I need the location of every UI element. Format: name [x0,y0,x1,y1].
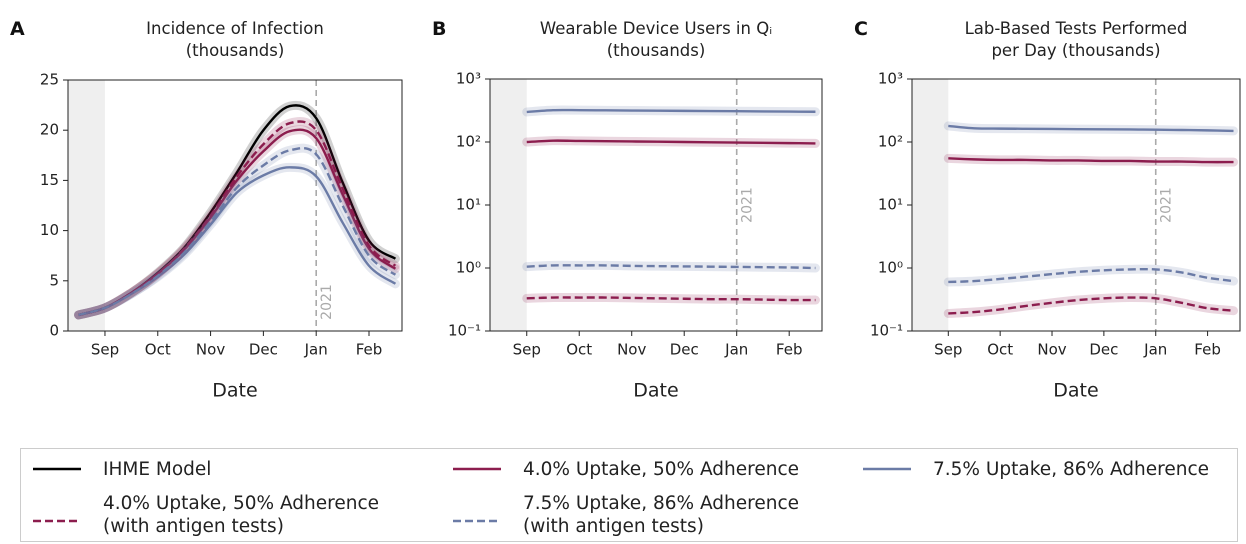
chart-title: Lab-Based Tests Performed per Day (thous… [964,19,1188,60]
legend-swatch [33,520,81,523]
annotation: 2021 [1159,187,1175,223]
x-tick-label: Jan [1143,341,1167,359]
y-tick-label: 10⁰ [456,259,481,277]
panel: 10⁻¹ 10⁰ 10¹ 10² 10³ Sep Oct Nov Dec Jan Feb 2021 Da… [870,70,1241,402]
panel-label: A [10,18,25,40]
x-tick-label: Oct [566,341,592,359]
legend-entry: 7.5% Uptake, 86% Adherence [859,455,1237,484]
legend-entry: IHME Model [29,455,449,484]
legend-swatch [863,468,911,471]
series-line [526,296,816,302]
series-line [78,146,397,317]
x-tick-label: Feb [776,341,803,359]
series-line [78,166,397,317]
y-tick-label: 10³ [456,70,481,88]
x-tick-label: Jan [304,341,328,359]
x-tick-label: Oct [987,341,1013,359]
x-axis-label: Date [212,380,257,402]
series-line [526,139,816,145]
x-tick-label: Sep [91,341,119,359]
y-tick-label: 10² [456,133,481,151]
annotation: 2021 [319,284,335,320]
y-tick-label: 10 [40,221,59,239]
legend-label: 4.0% Uptake, 50% Adherence (with antigen… [103,493,379,538]
y-tick-label: 10⁻¹ [448,322,481,340]
series-line [948,267,1234,284]
legend-label: 7.5% Uptake, 86% Adherence (with antigen… [523,493,799,538]
series-line [78,120,397,317]
x-tick-label: Sep [934,341,962,359]
annotation: 2021 [740,187,756,223]
y-tick-label: 10⁻¹ [870,322,903,340]
legend-label: 4.0% Uptake, 50% Adherence [523,458,799,480]
x-tick-label: Dec [670,341,699,359]
x-tick-label: Dec [1089,341,1118,359]
panel-label: B [432,18,447,40]
plot-frame [489,78,823,332]
x-tick-label: Nov [196,341,225,359]
y-tick-label: 10² [878,133,903,151]
y-tick-label: 15 [40,171,59,189]
series-line [948,157,1234,164]
x-tick-label: Nov [617,341,646,359]
legend-entry: 7.5% Uptake, 86% Adherence (with antigen… [449,490,859,542]
chart-title: Incidence of Infection (thousands) [146,19,324,60]
panel: 10⁻¹ 10⁰ 10¹ 10² 10³ Sep Oct Nov Dec Jan Feb 2021 Da… [448,70,823,402]
plot-frame [911,78,1241,332]
shaded-region [490,79,527,331]
x-tick-label: Sep [513,341,541,359]
series-line [948,124,1234,133]
x-axis-label: Date [633,380,678,402]
y-tick-label: 25 [40,71,59,89]
chart-title: Wearable Device Users in Qᵢ (thousands) [539,19,773,60]
series-line [526,108,816,114]
series-line [526,264,816,270]
panel: 0 5 10 15 20 25 Sep Oct Nov Dec Jan Feb 2021 Date [40,71,403,402]
legend-entry: 4.0% Uptake, 50% Adherence [449,455,859,484]
y-tick-label: 10⁰ [878,259,903,277]
shaded-region [912,79,949,331]
legend-entry: 4.0% Uptake, 50% Adherence (with antigen… [29,490,449,542]
x-tick-label: Oct [145,341,171,359]
y-tick-label: 5 [49,271,59,289]
x-tick-label: Nov [1037,341,1066,359]
legend: IHME Model 4.0% Uptake, 50% Adherence 7.5%… [20,448,1238,542]
series-line [948,296,1234,315]
legend-label: 7.5% Uptake, 86% Adherence [933,458,1209,480]
legend-swatch [453,520,501,523]
x-tick-label: Dec [249,341,278,359]
x-tick-label: Jan [724,341,748,359]
y-tick-label: 10¹ [878,196,903,214]
y-tick-label: 10¹ [456,196,481,214]
shaded-region [68,80,105,331]
x-tick-label: Feb [356,341,383,359]
legend-swatch [33,468,81,471]
x-axis-label: Date [1053,380,1098,402]
plot-frame [67,79,403,332]
y-tick-label: 10³ [878,70,903,88]
x-tick-label: Feb [1194,341,1221,359]
legend-swatch [453,468,501,471]
y-tick-label: 20 [40,121,59,139]
panel-label: C [854,18,868,40]
legend-label: IHME Model [103,458,212,480]
y-tick-label: 0 [49,322,59,340]
